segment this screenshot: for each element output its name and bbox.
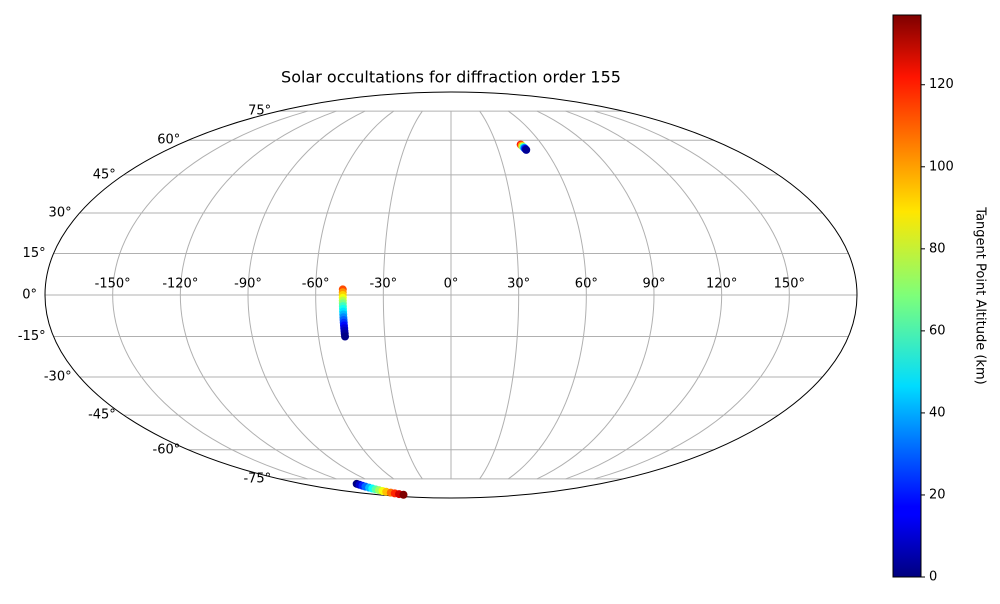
y-tick-label: 60° bbox=[157, 133, 180, 148]
grid bbox=[45, 110, 857, 480]
colorbar-tick-label: 40 bbox=[929, 405, 946, 420]
chart-title: Solar occultations for diffraction order… bbox=[281, 68, 621, 87]
y-tick-label: 15° bbox=[23, 246, 46, 261]
x-tick-label: 60° bbox=[575, 277, 598, 292]
point bbox=[522, 145, 531, 154]
colorbar-tick-label: 20 bbox=[929, 487, 946, 502]
x-tick-label: 150° bbox=[774, 277, 805, 292]
y-tick-label: 0° bbox=[22, 288, 37, 303]
x-tick-label: 0° bbox=[444, 277, 459, 292]
y-tick-label: 30° bbox=[49, 205, 72, 220]
y-tick-label: -30° bbox=[44, 370, 72, 385]
grid-line bbox=[479, 110, 520, 480]
y-tick-label: -60° bbox=[153, 442, 181, 457]
colorbar-ticks: 0 20 40 60 80 100 120 bbox=[921, 77, 954, 585]
point bbox=[341, 332, 350, 341]
grid-line bbox=[507, 110, 587, 480]
y-tick-label: 45° bbox=[93, 167, 116, 182]
colorbar bbox=[892, 14, 922, 578]
grid-line bbox=[565, 110, 723, 480]
y-tick-label: -75° bbox=[243, 471, 271, 486]
x-tick-label: 30° bbox=[507, 277, 530, 292]
grid-line bbox=[315, 110, 395, 480]
colorbar-label: Tangent Point Altitude (km) bbox=[973, 206, 988, 384]
y-tick-label: -45° bbox=[88, 408, 116, 423]
points bbox=[338, 140, 531, 499]
grid-line bbox=[179, 110, 337, 480]
grid-line bbox=[536, 110, 655, 480]
grid-line bbox=[112, 110, 308, 480]
y-tick-label: -15° bbox=[18, 329, 46, 344]
x-tick-label: -30° bbox=[369, 277, 397, 292]
x-tick-label: -150° bbox=[95, 277, 131, 292]
colorbar-tick-label: 80 bbox=[929, 241, 946, 256]
colorbar-tick-label: 120 bbox=[929, 77, 954, 92]
point bbox=[399, 490, 408, 499]
x-tick-label: -120° bbox=[162, 277, 198, 292]
x-tick-label: 90° bbox=[642, 277, 665, 292]
colorbar-tick-label: 0 bbox=[929, 570, 937, 585]
grid-line bbox=[382, 110, 423, 480]
x-tick-label: -90° bbox=[234, 277, 262, 292]
x-tick-label: -60° bbox=[302, 277, 330, 292]
y-tick-label: 75° bbox=[248, 104, 271, 119]
grid-line bbox=[594, 110, 790, 480]
map-outline bbox=[44, 91, 858, 499]
labels: -75° -60° -45° -30° -15° 0° 15° 30° 45° 60° 75° -15… bbox=[18, 104, 805, 487]
colorbar-tick-label: 60 bbox=[929, 323, 946, 338]
x-tick-label: 120° bbox=[706, 277, 737, 292]
colorbar-tick-label: 100 bbox=[929, 159, 954, 174]
grid-line bbox=[247, 110, 366, 480]
